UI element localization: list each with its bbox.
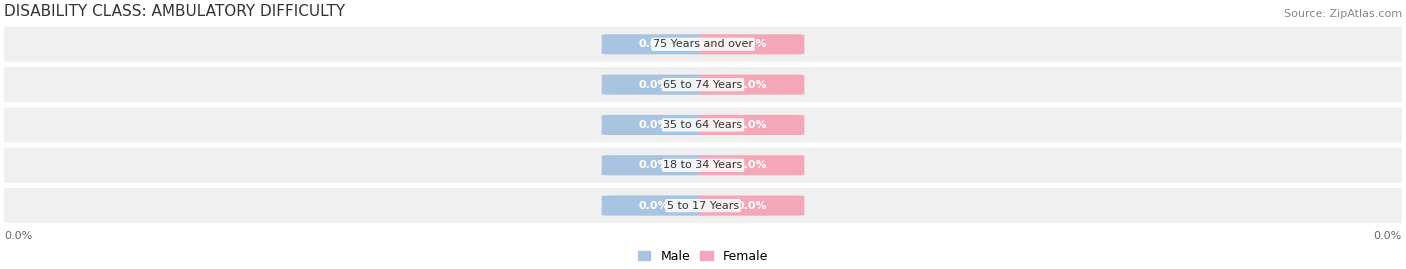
Text: DISABILITY CLASS: AMBULATORY DIFFICULTY: DISABILITY CLASS: AMBULATORY DIFFICULTY: [4, 4, 346, 19]
Text: 0.0%: 0.0%: [737, 160, 768, 170]
Text: Source: ZipAtlas.com: Source: ZipAtlas.com: [1284, 9, 1402, 19]
FancyBboxPatch shape: [602, 75, 706, 95]
Text: 0.0%: 0.0%: [737, 120, 768, 130]
FancyBboxPatch shape: [700, 196, 804, 216]
FancyBboxPatch shape: [700, 155, 804, 175]
Text: 0.0%: 0.0%: [737, 201, 768, 211]
Text: 0.0%: 0.0%: [638, 80, 669, 90]
FancyBboxPatch shape: [0, 148, 1406, 183]
FancyBboxPatch shape: [602, 155, 706, 175]
Text: 0.0%: 0.0%: [737, 39, 768, 49]
Text: 0.0%: 0.0%: [737, 80, 768, 90]
FancyBboxPatch shape: [0, 107, 1406, 143]
Text: 0.0%: 0.0%: [1374, 231, 1402, 240]
FancyBboxPatch shape: [700, 75, 804, 95]
Text: 0.0%: 0.0%: [638, 120, 669, 130]
Text: 0.0%: 0.0%: [638, 160, 669, 170]
FancyBboxPatch shape: [0, 67, 1406, 102]
FancyBboxPatch shape: [0, 27, 1406, 62]
Text: 75 Years and over: 75 Years and over: [652, 39, 754, 49]
FancyBboxPatch shape: [602, 196, 706, 216]
Text: 18 to 34 Years: 18 to 34 Years: [664, 160, 742, 170]
FancyBboxPatch shape: [700, 34, 804, 54]
Text: 35 to 64 Years: 35 to 64 Years: [664, 120, 742, 130]
Text: 0.0%: 0.0%: [638, 201, 669, 211]
Text: 0.0%: 0.0%: [4, 231, 32, 240]
FancyBboxPatch shape: [0, 188, 1406, 223]
Text: 5 to 17 Years: 5 to 17 Years: [666, 201, 740, 211]
Text: 65 to 74 Years: 65 to 74 Years: [664, 80, 742, 90]
FancyBboxPatch shape: [602, 34, 706, 54]
FancyBboxPatch shape: [700, 115, 804, 135]
Legend: Male, Female: Male, Female: [634, 246, 772, 267]
Text: 0.0%: 0.0%: [638, 39, 669, 49]
FancyBboxPatch shape: [602, 115, 706, 135]
